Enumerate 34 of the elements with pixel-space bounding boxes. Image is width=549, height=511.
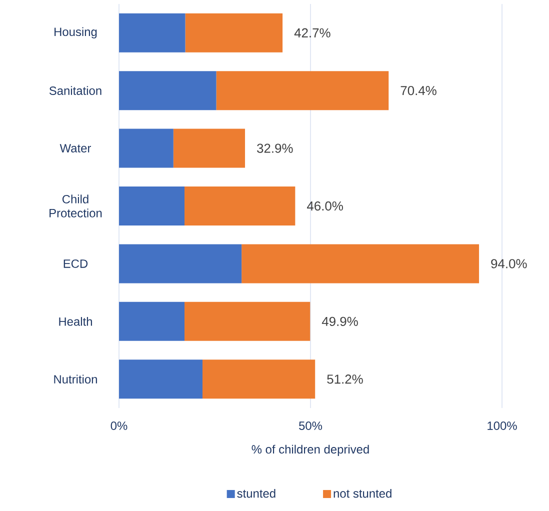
x-tick-label: 0% [110, 422, 128, 430]
total-label: 49.9% [322, 316, 358, 326]
total-label: 46.0% [307, 201, 343, 211]
y-tick-label: Nutrition [54, 374, 97, 384]
y-tick-label: Child Protection [50, 194, 102, 218]
x-axis-title: % of children deprived [252, 444, 369, 456]
bar [119, 302, 184, 341]
bar [173, 128, 246, 168]
legend-label: stunted [237, 488, 276, 498]
bar [242, 244, 480, 284]
bar [119, 71, 216, 110]
bar [119, 186, 184, 226]
bar [216, 71, 389, 110]
y-tick-label: Housing [54, 27, 97, 38]
y-tick-label: ECD [64, 259, 88, 268]
legend-label: not stunted [334, 488, 392, 498]
bar [185, 13, 283, 52]
bar [119, 13, 186, 52]
total-label: 94.0% [491, 259, 527, 268]
y-tick-label: Sanitation [49, 86, 102, 95]
bar [184, 186, 296, 226]
y-tick-label: Water [60, 144, 92, 152]
bar [119, 360, 202, 399]
bar [184, 302, 310, 341]
total-label: 32.9% [257, 144, 293, 153]
x-tick-label: 50% [299, 422, 322, 430]
bar [119, 244, 242, 284]
total-label: 42.7% [294, 28, 330, 38]
x-tick-label: 100% [488, 422, 517, 430]
total-label: 70.4% [400, 86, 436, 96]
bar [202, 360, 316, 399]
total-label: 51.2% [327, 374, 363, 384]
bar [119, 128, 174, 168]
y-tick-label: Health [59, 317, 92, 326]
